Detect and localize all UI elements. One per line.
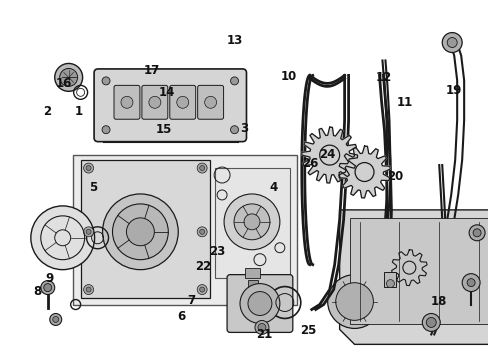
Circle shape [247, 292, 271, 315]
Circle shape [83, 163, 93, 173]
Text: 25: 25 [299, 324, 315, 337]
Bar [73, 155, 296, 305]
Circle shape [102, 77, 110, 85]
Circle shape [44, 284, 52, 292]
Circle shape [234, 204, 269, 240]
Circle shape [126, 218, 154, 246]
Circle shape [83, 227, 93, 237]
Circle shape [60, 68, 78, 86]
Text: 15: 15 [156, 123, 172, 136]
Circle shape [386, 280, 394, 288]
FancyBboxPatch shape [94, 69, 246, 141]
Text: 7: 7 [186, 294, 195, 307]
Circle shape [102, 194, 178, 270]
Text: 9: 9 [45, 272, 54, 285]
Text: 8: 8 [33, 285, 41, 298]
Circle shape [86, 229, 91, 234]
FancyBboxPatch shape [142, 85, 167, 119]
Text: 24: 24 [319, 148, 335, 161]
Polygon shape [349, 218, 488, 324]
Circle shape [441, 32, 461, 53]
Circle shape [176, 96, 188, 108]
Circle shape [86, 166, 91, 171]
Circle shape [53, 316, 59, 323]
Polygon shape [301, 127, 357, 183]
Circle shape [258, 323, 265, 332]
Circle shape [112, 204, 168, 260]
Text: 18: 18 [430, 296, 447, 309]
Text: 2: 2 [43, 105, 51, 118]
Text: 23: 23 [209, 245, 225, 258]
Circle shape [199, 166, 204, 171]
Circle shape [55, 63, 82, 91]
Circle shape [86, 287, 91, 292]
Text: 4: 4 [269, 181, 277, 194]
Circle shape [197, 163, 207, 173]
Text: 21: 21 [255, 328, 271, 341]
Circle shape [199, 287, 204, 292]
Text: 12: 12 [374, 71, 391, 84]
Text: 19: 19 [445, 84, 461, 97]
Circle shape [230, 77, 238, 85]
Text: 1: 1 [75, 105, 83, 118]
Circle shape [204, 96, 216, 108]
Circle shape [466, 279, 474, 287]
Circle shape [240, 284, 279, 323]
Text: 11: 11 [396, 96, 412, 109]
Text: 3: 3 [240, 122, 248, 135]
Circle shape [447, 37, 456, 48]
Circle shape [254, 320, 268, 334]
FancyBboxPatch shape [197, 85, 223, 119]
Circle shape [461, 274, 479, 292]
Circle shape [230, 126, 238, 134]
Circle shape [197, 227, 207, 237]
Text: 16: 16 [56, 77, 72, 90]
Text: 14: 14 [158, 86, 174, 99]
Circle shape [50, 314, 61, 325]
Bar [244, 268, 260, 278]
FancyBboxPatch shape [226, 275, 292, 332]
Circle shape [121, 96, 133, 108]
Bar [384, 272, 396, 287]
Circle shape [148, 96, 161, 108]
Text: 5: 5 [89, 181, 98, 194]
Text: 6: 6 [177, 310, 185, 323]
Circle shape [426, 318, 435, 328]
FancyBboxPatch shape [169, 85, 195, 119]
Text: 13: 13 [226, 33, 243, 47]
Bar [215, 168, 289, 278]
Circle shape [327, 275, 381, 328]
Circle shape [422, 314, 439, 332]
Circle shape [472, 229, 480, 237]
Text: 10: 10 [280, 69, 296, 82]
Polygon shape [338, 146, 389, 198]
Circle shape [83, 285, 93, 294]
Circle shape [197, 285, 207, 294]
Text: 26: 26 [302, 157, 318, 170]
Circle shape [335, 283, 373, 320]
Polygon shape [339, 210, 488, 345]
Text: 17: 17 [143, 64, 160, 77]
Text: 20: 20 [386, 170, 403, 183]
Bar [81, 160, 210, 298]
Circle shape [102, 126, 110, 134]
Polygon shape [391, 250, 426, 285]
Circle shape [224, 194, 279, 250]
Bar [247, 280, 258, 288]
Circle shape [468, 225, 484, 241]
Circle shape [244, 214, 260, 230]
FancyBboxPatch shape [114, 85, 140, 119]
Text: 22: 22 [195, 260, 211, 273]
Circle shape [31, 206, 94, 270]
Circle shape [41, 280, 55, 294]
Circle shape [199, 229, 204, 234]
